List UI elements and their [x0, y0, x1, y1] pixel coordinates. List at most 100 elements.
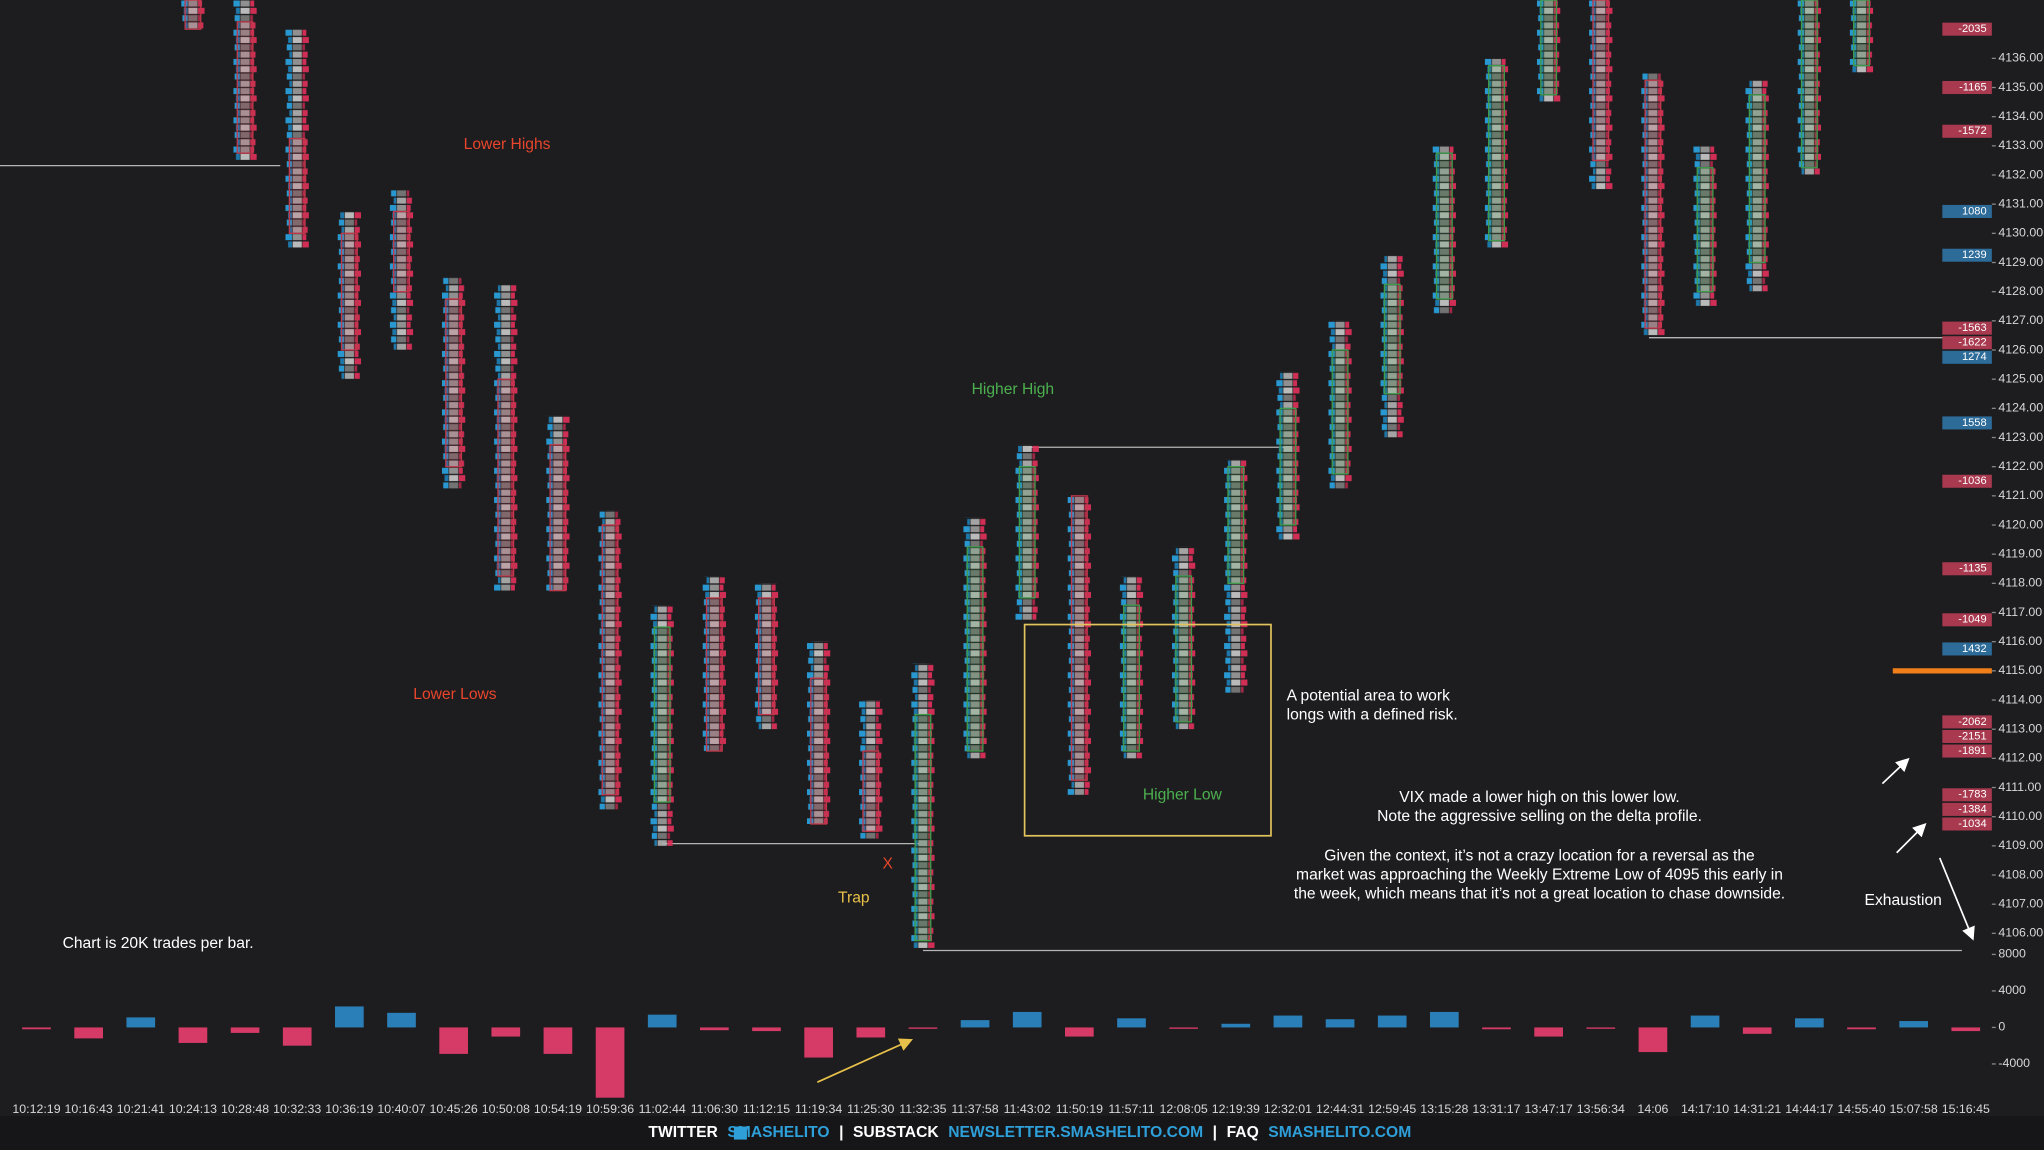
footer-label: FAQ [1227, 1124, 1259, 1141]
footer-label: SUBSTACK [853, 1124, 939, 1141]
profile-label-box [1942, 788, 1992, 802]
y-tick-label: 4124.00 [1998, 401, 2043, 415]
profile-label: 1274 [1962, 351, 1987, 363]
y-tick-label: 4118.00 [1998, 576, 2042, 590]
footer-link[interactable]: SMASHELITO [727, 1124, 829, 1141]
delta-bar [543, 1027, 573, 1054]
arrow [1938, 857, 1975, 941]
delta-bar [1169, 1027, 1198, 1029]
y2-tick-label: 0 [1998, 1020, 2005, 1034]
profile-label: -1891 [1958, 745, 1986, 757]
delta-bar [74, 1027, 103, 1039]
y-tick-label: 4119.00 [1998, 546, 2042, 560]
profile-label: -2035 [1958, 23, 1986, 35]
footprint-body [1696, 167, 1714, 293]
footprint-body [393, 210, 410, 293]
footer-separator: | [839, 1124, 843, 1141]
delta-bar [1951, 1027, 1981, 1032]
delta-bar [282, 1027, 312, 1046]
profile-label-box [1942, 336, 1992, 350]
annotation: Lower Lows [413, 686, 497, 703]
highlight-box [1023, 623, 1272, 837]
x-tick-label: 12:19:39 [1212, 1102, 1260, 1116]
x-tick-label: 12:08:05 [1160, 1102, 1208, 1116]
annotation: market was approaching the Weekly Extrem… [1296, 867, 1783, 884]
profile-label-box [1942, 817, 1992, 831]
delta-bar [178, 1027, 208, 1043]
footprint-body [914, 713, 932, 942]
profile-label-box [1942, 802, 1992, 816]
axes: 4106.00 4107.00 4108.00 4109.00 4110.00 4111.… [12, 22, 2043, 1116]
delta-bar [1586, 1027, 1616, 1029]
arrow [816, 1038, 913, 1083]
annotation: Trap [838, 889, 870, 906]
profile-label-box [1942, 248, 1992, 262]
footprint-body [966, 546, 984, 752]
footprint-body [445, 298, 463, 468]
y-tick-label: 4111.00 [1998, 780, 2041, 794]
x-tick-label: 10:32:33 [273, 1102, 321, 1116]
footprint-body [1592, 0, 1610, 162]
footprint-body [340, 232, 358, 351]
footprint-body [758, 597, 775, 716]
profile-label: -1034 [1958, 818, 1986, 830]
footer-link[interactable]: SMASHELITO.COM [1268, 1124, 1411, 1141]
y-tick-label: 4109.00 [1998, 838, 2043, 852]
footprint-range [1224, 459, 1248, 693]
x-tick-label: 11:43:02 [1004, 1102, 1051, 1116]
y-tick-label: 4108.00 [1998, 867, 2043, 881]
x-tick-label: 11:06:30 [691, 1102, 738, 1116]
profile-label: -1572 [1958, 125, 1986, 137]
footprint-body [1383, 283, 1401, 395]
profile-label: -1563 [1958, 322, 1986, 334]
y-tick-label: 4106.00 [1998, 926, 2043, 940]
profile-label: -1049 [1958, 614, 1986, 626]
profile-label-box [1942, 416, 1992, 430]
annotation: Note the aggressive selling on the delta… [1377, 808, 1702, 825]
x-tick-label: 11:32:35 [899, 1102, 946, 1116]
x-tick-label: 10:59:36 [586, 1102, 634, 1116]
footer-link[interactable]: NEWSLETTER.SMASHELITO.COM [948, 1124, 1203, 1141]
x-tick-label: 11:25:30 [847, 1102, 894, 1116]
y-tick-label: 4112.00 [1998, 751, 2042, 765]
y2-tick-label: 8000 [1998, 947, 2026, 961]
annotation: Chart is 20K trades per bar. [63, 935, 254, 952]
footprint-range [1380, 255, 1404, 438]
delta-bar [1899, 1021, 1928, 1028]
y-tick-label: 4116.00 [1998, 634, 2042, 648]
footprint-body [1070, 495, 1088, 781]
y-tick-label: 4135.00 [1998, 80, 2043, 94]
delta-bar [1847, 1027, 1876, 1030]
y2-tick-label: 4000 [1998, 983, 2026, 997]
x-tick-label: 10:36:19 [325, 1102, 373, 1116]
profile-label: 1432 [1962, 643, 1987, 655]
x-tick-label: 10:16:43 [65, 1102, 113, 1116]
profile-label-box [1942, 562, 1992, 576]
x-tick-label: 12:59:45 [1368, 1102, 1416, 1116]
footprint-range [859, 700, 883, 839]
y-tick-label: 4113.00 [1998, 721, 2042, 735]
y-tick-label: 4129.00 [1998, 255, 2043, 269]
footprint-range [1797, 0, 1822, 176]
x-tick-label: 10:28:48 [221, 1102, 269, 1116]
footer: TWITTER SMASHELITO | SUBSTACK NEWSLETTER… [648, 1124, 1411, 1141]
y-tick-label: 4114.00 [1998, 692, 2042, 706]
footprint-range [441, 277, 466, 489]
delta-bar [1742, 1027, 1772, 1034]
profile-label-box [1942, 715, 1992, 729]
x-tick-label: 11:12:15 [743, 1102, 790, 1116]
x-tick-label: 11:02:44 [639, 1102, 686, 1116]
y-tick-label: 4125.00 [1998, 371, 2043, 385]
delta-bar [1534, 1027, 1563, 1037]
profile-label-box [1942, 744, 1992, 758]
profile-label: -2062 [1958, 716, 1986, 728]
delta-bar [1325, 1019, 1355, 1028]
delta-bar [752, 1027, 781, 1032]
y-tick-label: 4117.00 [1998, 605, 2042, 619]
footprint-body [549, 444, 567, 592]
footprint-range [1432, 145, 1457, 314]
profile-label: -1622 [1958, 337, 1986, 349]
profile-label: -1135 [1959, 563, 1987, 575]
